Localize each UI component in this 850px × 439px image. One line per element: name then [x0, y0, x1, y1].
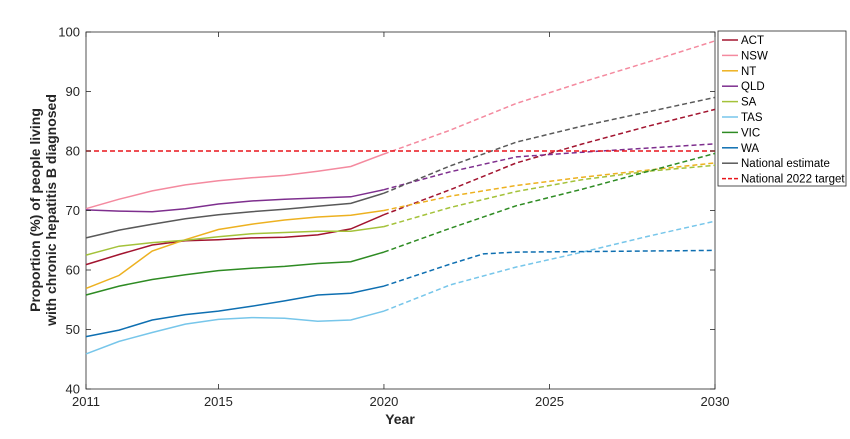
series-projection-nt	[383, 162, 716, 212]
legend-item-qld: QLD	[722, 81, 765, 93]
legend-label: NSW	[741, 50, 768, 62]
y-tick-label: 100	[58, 25, 80, 40]
legend-item-sa: SA	[722, 97, 757, 109]
series-line-wa	[85, 285, 385, 338]
series-projection-vic	[383, 152, 716, 253]
x-tick-label: 2011	[72, 394, 100, 409]
y-tick-label: 70	[66, 203, 80, 218]
x-tick-label: 2030	[701, 394, 730, 409]
legend-label: NT	[741, 66, 756, 78]
x-axis: 2011 2015 2020 2025 2030	[72, 32, 729, 409]
x-tick-label: 2015	[204, 394, 233, 409]
y-tick-label: 60	[66, 263, 80, 278]
series-layer	[85, 40, 716, 355]
series-projection-nsw	[383, 40, 716, 155]
legend-item-vic: VIC	[722, 127, 760, 139]
y-tick-label: 50	[66, 322, 80, 337]
legend-box	[717, 30, 847, 187]
legend-label: National 2022 target	[741, 174, 845, 186]
legend-item-wa: WA	[722, 143, 759, 155]
plot-frame	[85, 31, 716, 390]
legend-item-national-2022-target: National 2022 target	[722, 174, 845, 186]
y-axis-title-line-1: Proportion (%) of people living	[27, 108, 43, 312]
legend-item-nsw: NSW	[722, 50, 768, 62]
y-tick-label: 40	[66, 382, 80, 397]
series-line-vic	[85, 251, 385, 296]
series-line-nt	[85, 209, 385, 290]
y-tick-label: 90	[66, 84, 80, 99]
series-projection-tas	[383, 220, 716, 312]
x-tick-label: 2025	[535, 394, 564, 409]
series-line-nsw	[85, 153, 385, 210]
y-tick-label: 80	[66, 144, 80, 159]
legend-label: QLD	[741, 81, 765, 93]
series-projection-act	[383, 108, 716, 216]
series-projection-national-estimate	[383, 96, 716, 194]
legend-items: ACT NSW NT QLD SA TAS VIC WA National estimate Na…	[722, 35, 845, 186]
legend-label: VIC	[741, 127, 760, 139]
legend-label: WA	[741, 143, 759, 155]
series-line-national-estimate	[85, 192, 385, 239]
legend-label: National estimate	[741, 158, 830, 170]
legend-label: ACT	[741, 35, 764, 47]
legend-item-act: ACT	[722, 35, 764, 47]
legend-item-tas: TAS	[722, 112, 763, 124]
legend-item-nt: NT	[722, 66, 756, 78]
legend-label: TAS	[741, 112, 763, 124]
series-line-tas	[85, 310, 385, 355]
y-axis: 40 50 60 70 80 90 100	[58, 25, 715, 397]
series-projection-sa	[383, 164, 716, 228]
plot-area: 2011 2015 2020 2025 2030 40 50 60 70 80 90 100	[58, 25, 729, 410]
x-axis-title: Year	[385, 411, 415, 427]
legend: ACT NSW NT QLD SA TAS VIC WA National estimate Na…	[717, 30, 847, 187]
series-line-qld	[85, 188, 385, 213]
series-line-sa	[85, 225, 385, 256]
series-projection-wa	[383, 249, 716, 287]
y-axis-title-line-2: with chronic hepatitis B diagnosed	[43, 94, 59, 327]
x-tick-label: 2020	[369, 394, 398, 409]
legend-label: SA	[741, 97, 757, 109]
legend-item-national-estimate: National estimate	[722, 158, 830, 170]
y-axis-title: Proportion (%) of people living with chr…	[27, 94, 59, 327]
series-projection-qld	[383, 143, 716, 191]
